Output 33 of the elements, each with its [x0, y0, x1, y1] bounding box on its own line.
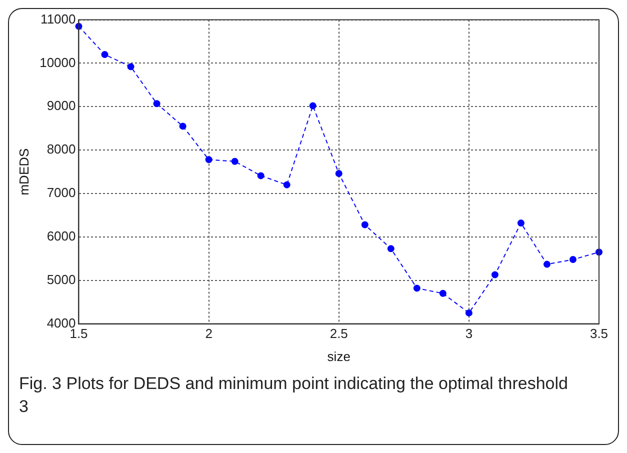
point — [335, 170, 342, 178]
x-tick-label: 2 — [205, 326, 212, 342]
point — [361, 221, 368, 228]
y-tick-label: 9000 — [46, 98, 76, 114]
point — [153, 100, 160, 108]
point — [205, 156, 212, 164]
point — [309, 102, 316, 110]
point — [439, 290, 446, 297]
x-tick-label: 3 — [465, 326, 473, 342]
point — [543, 260, 550, 268]
point — [569, 256, 576, 264]
point — [231, 158, 238, 165]
point — [257, 172, 264, 180]
y-tick-label: 10000 — [40, 54, 76, 70]
point — [283, 181, 290, 188]
x-tick-label: 3.5 — [590, 326, 608, 342]
y-tick-label: 5000 — [46, 272, 76, 287]
point — [413, 284, 420, 292]
point — [179, 122, 186, 130]
point — [491, 271, 498, 278]
x-axis-title: size — [327, 348, 350, 364]
y-tick-label: 11000 — [40, 11, 76, 26]
point — [517, 220, 524, 227]
x-tick-label: 2.5 — [330, 326, 348, 342]
y-tick-label: 8000 — [46, 142, 76, 157]
point — [101, 51, 108, 58]
point — [387, 245, 394, 252]
y-tick-label: 7000 — [46, 185, 76, 200]
point — [127, 63, 134, 70]
y-axis-title: mDEDS — [16, 148, 32, 196]
y-tick-label: 6000 — [46, 228, 76, 244]
caption: Fig. 3 Plots for DEDS and minimum point indicating the optimal threshold 3 — [18, 373, 569, 418]
point — [465, 309, 472, 316]
